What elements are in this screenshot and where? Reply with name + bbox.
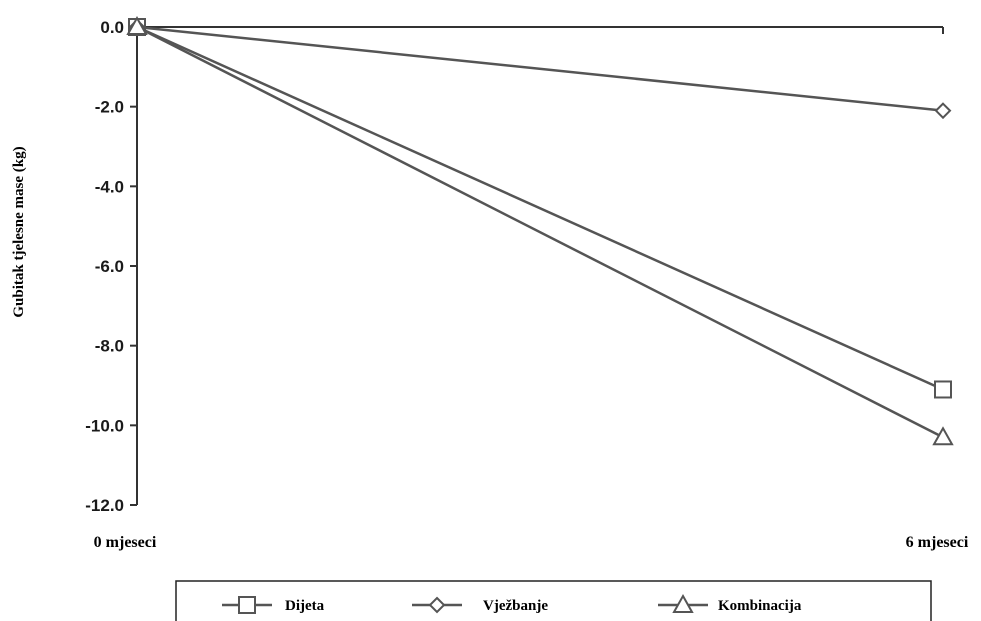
diamond-marker	[934, 102, 952, 120]
legend-item: Vježbanje	[412, 596, 548, 614]
y-axis: 0.0 -2.0 -4.0 -6.0 -8.0 -10.0 -12.0	[85, 18, 138, 515]
triangle-marker	[932, 426, 954, 446]
y-axis-title: Gubitak tjelesne mase (kg)	[11, 146, 27, 317]
legend-label: Vježbanje	[483, 598, 548, 614]
y-tick-label: -8.0	[95, 337, 124, 356]
legend-box	[175, 580, 932, 621]
x-axis: 0 mjeseci 6 mjeseci	[94, 26, 969, 551]
legend-item: Kombinacija	[658, 593, 802, 614]
legend-diamond-marker	[428, 596, 446, 614]
y-tick-label: -12.0	[85, 496, 124, 515]
legend-item: Dijeta	[222, 596, 325, 614]
triangle-marker	[126, 15, 148, 35]
square-marker	[934, 380, 952, 399]
x-category-label: 0 mjeseci	[94, 534, 157, 551]
series-diamond	[128, 18, 952, 120]
legend-square-marker	[238, 596, 256, 614]
series-line	[136, 25, 944, 391]
x-category-label: 6 mjeseci	[906, 534, 969, 551]
y-tick-label: 0.0	[100, 18, 124, 37]
y-tick-label: -10.0	[85, 416, 124, 435]
legend-triangle-marker	[672, 593, 694, 613]
series-line	[136, 25, 944, 439]
series-square	[128, 18, 952, 399]
legend-label: Kombinacija	[718, 598, 802, 614]
series-line	[136, 25, 944, 112]
legend-label: Dijeta	[285, 598, 325, 614]
y-tick-label: -4.0	[95, 177, 124, 196]
series-triangle	[126, 15, 954, 446]
y-tick-label: -6.0	[95, 257, 124, 276]
series-layer	[126, 15, 954, 446]
legend: Dijeta Vježbanje Kombinacija	[175, 580, 932, 621]
y-tick-label: -2.0	[95, 98, 124, 117]
